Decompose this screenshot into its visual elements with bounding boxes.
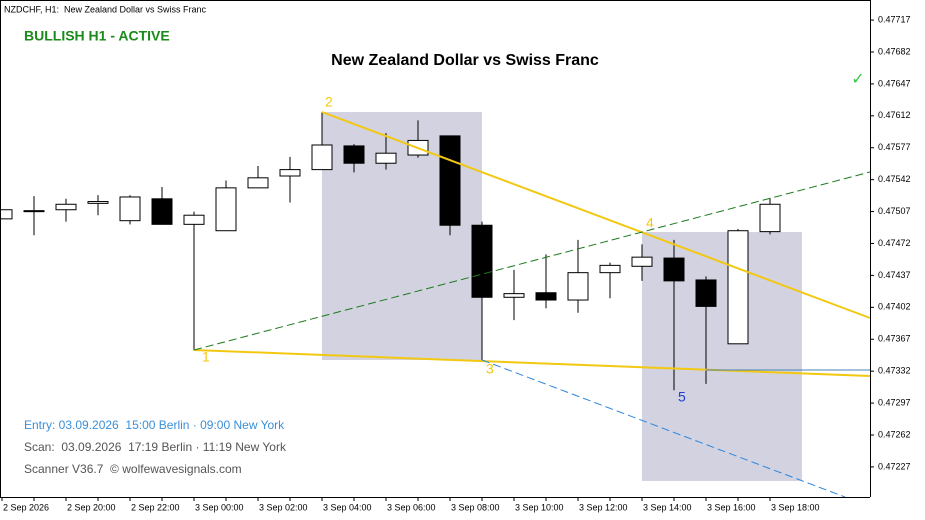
x-tick-label: 3 Sep 00:00 — [195, 502, 244, 512]
candle-body — [311, 144, 333, 171]
y-tick-label: 0.47437 — [878, 270, 911, 280]
candle-body — [23, 210, 45, 213]
y-tick-label: 0.47297 — [878, 397, 911, 407]
x-tick-label: 3 Sep 14:00 — [643, 502, 692, 512]
candle-body — [87, 201, 109, 204]
candles — [0, 112, 781, 391]
candle-body — [119, 196, 141, 222]
x-tick-label: 3 Sep 08:00 — [451, 502, 500, 512]
x-tick-label: 2 Sep 22:00 — [131, 502, 180, 512]
x-tick-label: 3 Sep 18:00 — [771, 502, 820, 512]
wave-label: 3 — [486, 361, 494, 377]
candle-body — [183, 214, 205, 225]
wave-label: 1 — [202, 349, 210, 365]
candle-body — [727, 230, 749, 345]
candle-body — [151, 198, 173, 225]
y-tick-label: 0.47542 — [878, 174, 911, 184]
trend-line — [193, 349, 871, 377]
y-tick-label: 0.47612 — [878, 110, 911, 120]
pattern-lines — [193, 111, 871, 498]
x-tick-label: 3 Sep 02:00 — [259, 502, 308, 512]
candle-body — [631, 256, 653, 267]
x-tick-label: 3 Sep 16:00 — [707, 502, 756, 512]
y-tick-label: 0.47507 — [878, 206, 911, 216]
candle-body — [215, 187, 237, 232]
candle-body — [279, 169, 301, 177]
candle-body — [0, 209, 13, 220]
candle-body — [55, 203, 77, 211]
x-tick-label: 3 Sep 04:00 — [323, 502, 372, 512]
wave-label: 4 — [646, 215, 654, 231]
y-tick-label: 0.47577 — [878, 142, 911, 152]
x-tick-label: 3 Sep 10:00 — [515, 502, 564, 512]
y-tick-label: 0.47367 — [878, 334, 911, 344]
y-tick-label: 0.47717 — [878, 14, 911, 24]
check-mark: ✓ — [851, 71, 864, 88]
y-tick-label: 0.47227 — [878, 461, 911, 471]
candle-body — [535, 292, 557, 301]
y-tick-label: 0.47332 — [878, 366, 911, 376]
x-tick-label: 3 Sep 06:00 — [387, 502, 436, 512]
status: BULLISH H1 - ACTIVE — [24, 28, 170, 44]
wave-label: 5 — [678, 389, 686, 405]
candle-body — [695, 279, 717, 307]
chart-title: New Zealand Dollar vs Swiss Franc — [331, 52, 599, 69]
entry-info: Entry: 03.09.2026 15:00 Berlin · 09:00 N… — [24, 418, 285, 432]
scanner-info: Scanner V36.7 © wolfewavesignals.com — [24, 462, 242, 476]
x-tick-label: 2 Sep 20:00 — [67, 502, 116, 512]
candle-body — [343, 145, 365, 164]
trend-line — [321, 111, 871, 319]
candle-body — [471, 224, 493, 298]
y-tick-label: 0.47262 — [878, 429, 911, 439]
x-tick-label: 2 Sep 2026 — [3, 502, 49, 512]
y-tick-label: 0.47472 — [878, 238, 911, 248]
y-tick-label: 0.47647 — [878, 78, 911, 88]
candle-body — [599, 264, 621, 274]
candle-body — [247, 177, 269, 189]
projection-line — [481, 359, 846, 498]
x-tick-label: 3 Sep 12:00 — [579, 502, 628, 512]
candle-body — [759, 203, 781, 233]
target-line — [193, 171, 871, 351]
symbol-title: NZDCHF, H1: New Zealand Dollar vs Swiss … — [4, 4, 207, 14]
candle-body — [663, 257, 685, 282]
wave-label: 2 — [325, 94, 333, 110]
y-tick-label: 0.47402 — [878, 302, 911, 312]
scan-info: Scan: 03.09.2026 17:19 Berlin · 11:19 Ne… — [24, 440, 287, 454]
candle-body — [375, 152, 397, 164]
candle-body — [567, 272, 589, 301]
candle-body — [503, 293, 525, 298]
y-tick-label: 0.47682 — [878, 46, 911, 56]
candle-body — [439, 135, 461, 226]
